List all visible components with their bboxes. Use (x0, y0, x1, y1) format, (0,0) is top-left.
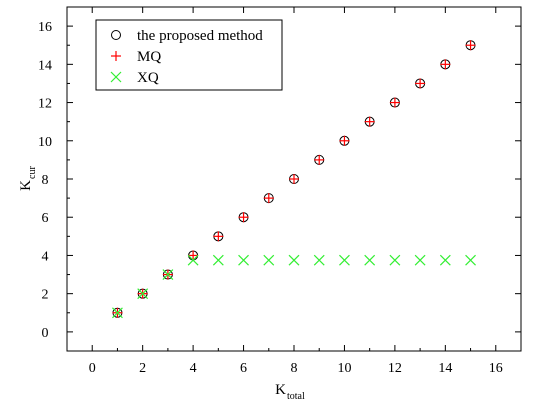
legend-label-proposed: the proposed method (137, 28, 263, 44)
xq-point-b (339, 254, 350, 266)
x-axis-label-main: K (275, 382, 286, 398)
y-tick-label: 12 (38, 97, 52, 112)
x-tick-label: 10 (337, 361, 351, 376)
mq-point (314, 154, 325, 165)
xq-point (465, 254, 476, 266)
xq-point (288, 254, 300, 266)
y-tick-label: 10 (38, 135, 52, 150)
xq-point-b (439, 254, 451, 266)
legend-box (95, 19, 283, 91)
legend: the proposed method MQ XQ (95, 19, 283, 91)
xq-point-b (364, 254, 376, 266)
xq-point (364, 254, 376, 266)
xq-point (162, 269, 174, 280)
x-tick-label: 16 (489, 361, 503, 376)
xq-point-b (137, 288, 149, 300)
xq-point-b (288, 254, 300, 266)
x-tick-label: 12 (388, 361, 402, 376)
x-tick-label: 0 (89, 361, 96, 376)
x-tick-label: 2 (139, 361, 146, 376)
legend-symbol-mq (111, 51, 121, 61)
legend-symbol-xq (110, 71, 122, 83)
xq-point (238, 254, 249, 266)
mq-point (188, 250, 199, 261)
xq-point-b (263, 254, 275, 266)
xq-point (187, 254, 199, 266)
mq-point (389, 97, 400, 108)
y-tick-label: 6 (42, 211, 49, 226)
x-tick-label: 14 (438, 361, 452, 376)
legend-symbol-proposed (111, 30, 121, 40)
mq-point (465, 40, 476, 51)
mq-point (289, 174, 299, 184)
legend-label-xq: XQ (137, 70, 159, 86)
xq-point-b (112, 307, 123, 319)
mq-point (415, 78, 426, 89)
x-axis-label: K total (275, 382, 305, 402)
legend-label-mq: MQ (137, 49, 161, 65)
mq-point (213, 231, 224, 242)
y-tick-label: 16 (38, 20, 52, 35)
xq-point-b (238, 254, 249, 266)
xq-point-b (389, 254, 401, 266)
xq-point (439, 254, 451, 266)
mq-point (364, 116, 375, 127)
xq-point (313, 254, 325, 266)
xq-point-b (313, 254, 325, 266)
xq-point (137, 288, 149, 300)
mq-point (238, 212, 249, 223)
xq-point-b (162, 269, 174, 280)
mq-point (263, 193, 274, 204)
y-tick-label: 8 (42, 173, 49, 188)
y-axis-label: K cur (18, 166, 38, 191)
tick-layer: 0 2 4 6 8 10 12 14 16 0 2 4 6 8 10 12 14 16 (38, 6, 522, 376)
y-axis-label-main: K (18, 180, 34, 191)
legend-symbol-xq-b (110, 71, 122, 83)
xq-point-b (212, 254, 224, 266)
y-tick-label: 4 (42, 249, 49, 264)
xq-point-b (187, 254, 199, 266)
x-tick-label: 4 (190, 361, 197, 376)
y-axis-label-sub: cur (27, 166, 38, 179)
marks-layer (112, 40, 476, 319)
xq-point (339, 254, 350, 266)
xq-point (112, 307, 123, 319)
y-tick-label: 2 (42, 288, 49, 303)
x-tick-label: 8 (291, 361, 298, 376)
mq-point (339, 135, 350, 146)
mq-point (440, 59, 451, 70)
xq-point (263, 254, 275, 266)
y-tick-label: 14 (38, 58, 52, 73)
y-tick-label: 0 (42, 326, 49, 341)
xq-point (389, 254, 401, 266)
xq-point-b (465, 254, 476, 266)
x-axis-label-sub: total (287, 391, 305, 402)
xq-point-b (414, 254, 426, 266)
legend-symbols (110, 30, 122, 83)
x-tick-label: 6 (240, 361, 247, 376)
xq-point (414, 254, 426, 266)
xq-point (212, 254, 224, 266)
